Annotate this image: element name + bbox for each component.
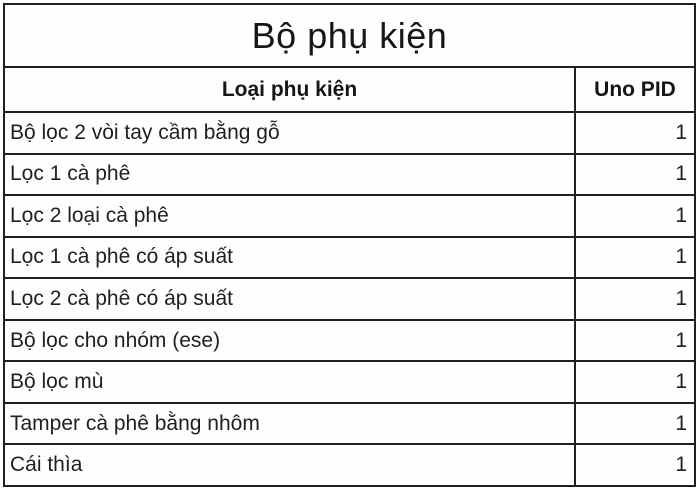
row-accessory-label: Cái thìa <box>10 453 83 477</box>
column-header-accessory-type: Loại phụ kiện <box>221 77 358 101</box>
table-header-row: Loại phụ kiện Uno PID <box>5 66 694 111</box>
table-row: Cái thìa 1 <box>5 443 694 485</box>
row-accessory-label: Bộ lọc mù <box>10 370 104 394</box>
row-quantity-value: 1 <box>574 279 694 319</box>
row-quantity-value: 1 <box>574 403 694 444</box>
row-quantity-value: 1 <box>574 445 694 485</box>
row-quantity-value: 1 <box>574 320 694 361</box>
column-header-uno-pid: Uno PID <box>574 68 694 111</box>
row-accessory-label: Bộ lọc cho nhóm (ese) <box>10 328 221 352</box>
row-accessory-label: Lọc 1 cà phê <box>10 162 131 186</box>
row-quantity-value: 1 <box>574 196 694 236</box>
table-title: Bộ phụ kiện <box>251 14 448 56</box>
table-title-row: Bộ phụ kiện <box>5 5 694 66</box>
table-row: Bộ lọc cho nhóm (ese) 1 <box>5 318 694 361</box>
row-quantity-value: 1 <box>574 154 694 195</box>
row-accessory-label: Bộ lọc 2 vòi tay cầm bằng gỗ <box>10 120 280 144</box>
row-quantity-value: 1 <box>574 362 694 402</box>
row-quantity-value: 1 <box>574 237 694 278</box>
accessory-kit-table: Bộ phụ kiện Loại phụ kiện Uno PID Bộ lọc… <box>3 3 696 487</box>
row-accessory-label: Tamper cà phê bằng nhôm <box>10 411 260 435</box>
row-quantity-value: 1 <box>574 113 694 153</box>
table-row: Lọc 1 cà phê 1 <box>5 152 694 195</box>
table-row: Lọc 2 loại cà phê 1 <box>5 194 694 236</box>
row-accessory-label: Lọc 2 loại cà phê <box>10 203 169 227</box>
table-row: Lọc 2 cà phê có áp suất 1 <box>5 277 694 319</box>
table-row: Bộ lọc mù 1 <box>5 360 694 402</box>
table-row: Tamper cà phê bằng nhôm 1 <box>5 401 694 444</box>
table-row: Lọc 1 cà phê có áp suất 1 <box>5 235 694 278</box>
row-accessory-label: Lọc 2 cà phê có áp suất <box>10 286 233 310</box>
row-accessory-label: Lọc 1 cà phê có áp suất <box>10 245 233 269</box>
table-row: Bộ lọc 2 vòi tay cầm bằng gỗ 1 <box>5 111 694 153</box>
